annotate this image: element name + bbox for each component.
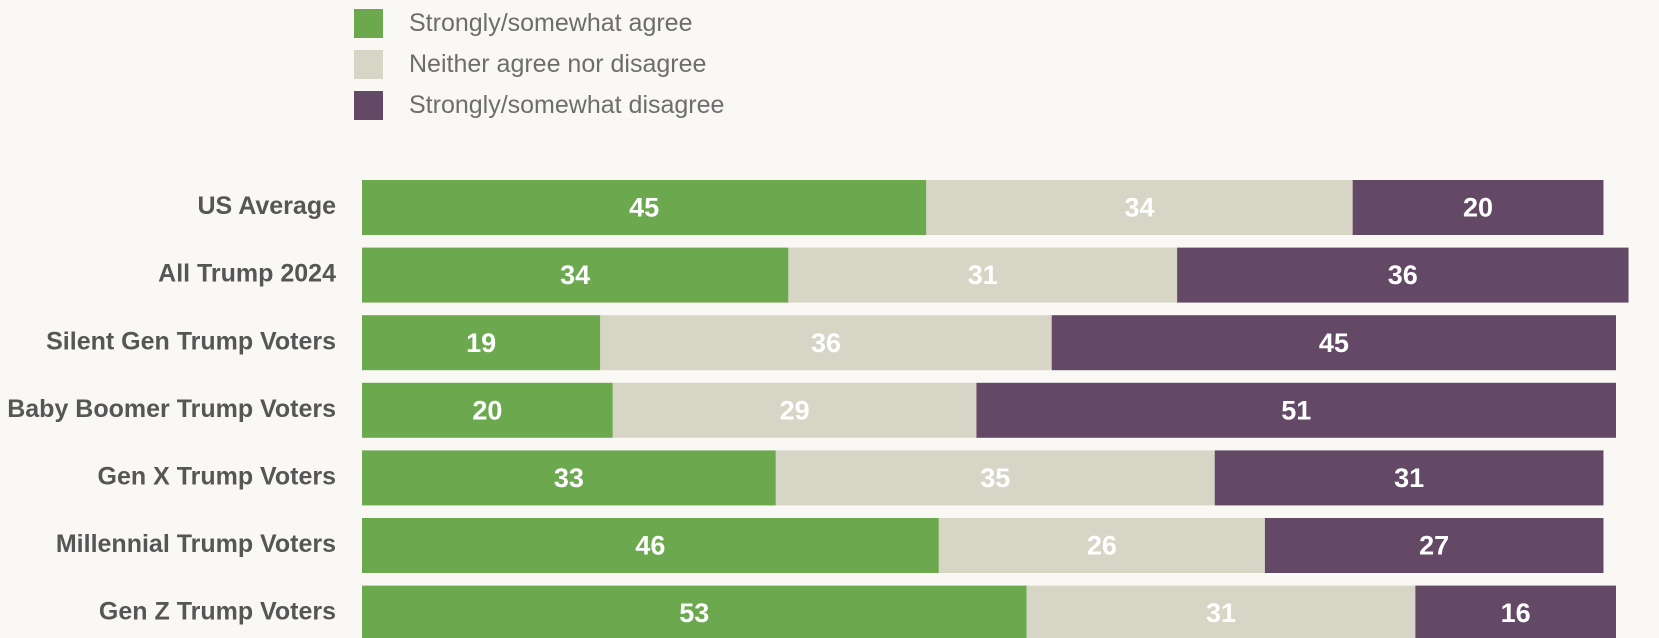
bar-us-average-neither-agree-nor-disagree: [926, 180, 1353, 235]
legend-label-neither-agree-nor-disagree: Neither agree nor disagree: [409, 50, 706, 78]
value-label-baby-boomer-trump-voters-strongly-somewhat-disagree: 51: [1281, 395, 1311, 425]
bar-silent-gen-trump-voters-neither-agree-nor-disagree: [600, 315, 1052, 371]
value-label-gen-z-trump-voters-strongly-somewhat-agree: 53: [679, 598, 709, 628]
bar-all-trump-2024-neither-agree-nor-disagree: [788, 247, 1178, 303]
bar-all-trump-2024-strongly-somewhat-agree: [362, 247, 789, 303]
value-label-baby-boomer-trump-voters-neither-agree-nor-disagree: 29: [780, 395, 810, 425]
value-label-gen-z-trump-voters-strongly-somewhat-disagree: 16: [1501, 598, 1531, 628]
value-label-all-trump-2024-neither-agree-nor-disagree: 31: [968, 260, 998, 290]
value-label-millennial-trump-voters-neither-agree-nor-disagree: 26: [1087, 531, 1117, 561]
value-label-gen-z-trump-voters-neither-agree-nor-disagree: 31: [1206, 598, 1236, 628]
legend-label-strongly-somewhat-disagree: Strongly/somewhat disagree: [409, 91, 724, 119]
legend-label-strongly-somewhat-agree: Strongly/somewhat agree: [409, 9, 692, 37]
value-label-silent-gen-trump-voters-strongly-somewhat-agree: 19: [466, 328, 496, 358]
category-label-all-trump-2024: All Trump 2024: [158, 260, 336, 288]
category-labels: US Average All Trump 2024 Silent Gen Trump…: [7, 192, 336, 626]
bar-gen-z-trump-voters-strongly-somewhat-disagree: [1415, 585, 1616, 638]
value-label-gen-x-trump-voters-neither-agree-nor-disagree: 35: [980, 463, 1010, 493]
legend: Strongly/somewhat agree Neither agree nor…: [354, 9, 724, 120]
bar-us-average-strongly-somewhat-agree: [362, 180, 927, 235]
bar-baby-boomer-trump-voters-strongly-somewhat-disagree: [976, 382, 1616, 438]
bar-gen-x-trump-voters-strongly-somewhat-disagree: [1214, 450, 1604, 506]
bar-gen-x-trump-voters-strongly-somewhat-agree: [362, 450, 776, 506]
legend-swatch-strongly-somewhat-agree: [354, 9, 383, 38]
value-label-all-trump-2024-strongly-somewhat-agree: 34: [560, 260, 590, 290]
bar-gen-z-trump-voters-neither-agree-nor-disagree: [1026, 585, 1416, 638]
category-label-gen-x-trump-voters: Gen X Trump Voters: [98, 463, 336, 491]
bar-all-trump-2024-strongly-somewhat-disagree: [1177, 247, 1629, 303]
legend-swatch-strongly-somewhat-disagree: [354, 91, 383, 120]
value-label-gen-x-trump-voters-strongly-somewhat-disagree: 31: [1394, 463, 1424, 493]
bar-millennial-trump-voters-strongly-somewhat-agree: [362, 518, 939, 573]
value-label-millennial-trump-voters-strongly-somewhat-agree: 46: [635, 531, 665, 561]
legend-swatch-neither-agree-nor-disagree: [354, 50, 383, 79]
category-label-silent-gen-trump-voters: Silent Gen Trump Voters: [46, 327, 336, 355]
value-label-millennial-trump-voters-strongly-somewhat-disagree: 27: [1419, 531, 1449, 561]
value-label-silent-gen-trump-voters-strongly-somewhat-disagree: 45: [1319, 328, 1349, 358]
value-label-us-average-strongly-somewhat-agree: 45: [629, 193, 659, 223]
bar-silent-gen-trump-voters-strongly-somewhat-disagree: [1051, 315, 1616, 371]
bar-baby-boomer-trump-voters-neither-agree-nor-disagree: [612, 382, 977, 438]
value-label-silent-gen-trump-voters-neither-agree-nor-disagree: 36: [811, 328, 841, 358]
category-label-gen-z-trump-voters: Gen Z Trump Voters: [99, 598, 336, 626]
value-label-us-average-neither-agree-nor-disagree: 34: [1124, 193, 1154, 223]
value-label-all-trump-2024-strongly-somewhat-disagree: 36: [1388, 260, 1418, 290]
value-label-us-average-strongly-somewhat-disagree: 20: [1463, 193, 1493, 223]
bar-gen-x-trump-voters-neither-agree-nor-disagree: [775, 450, 1215, 506]
bar-us-average-strongly-somewhat-disagree: [1352, 180, 1604, 235]
bar-millennial-trump-voters-neither-agree-nor-disagree: [938, 518, 1265, 573]
bar-baby-boomer-trump-voters-strongly-somewhat-agree: [362, 382, 613, 438]
bars: [362, 180, 1629, 638]
bar-gen-z-trump-voters-strongly-somewhat-agree: [362, 585, 1027, 638]
category-label-us-average: US Average: [198, 192, 337, 220]
category-label-baby-boomer-trump-voters: Baby Boomer Trump Voters: [7, 395, 336, 423]
value-labels: 45 34 20 34 31 36 19 36 45 20 29 51 33 35 31 46 26 27 53 31…: [466, 193, 1531, 629]
bar-millennial-trump-voters-strongly-somewhat-disagree: [1264, 518, 1604, 573]
value-label-gen-x-trump-voters-strongly-somewhat-agree: 33: [554, 463, 584, 493]
value-label-baby-boomer-trump-voters-strongly-somewhat-agree: 20: [472, 395, 502, 425]
bar-silent-gen-trump-voters-strongly-somewhat-agree: [362, 315, 601, 371]
category-label-millennial-trump-voters: Millennial Trump Voters: [56, 530, 336, 558]
